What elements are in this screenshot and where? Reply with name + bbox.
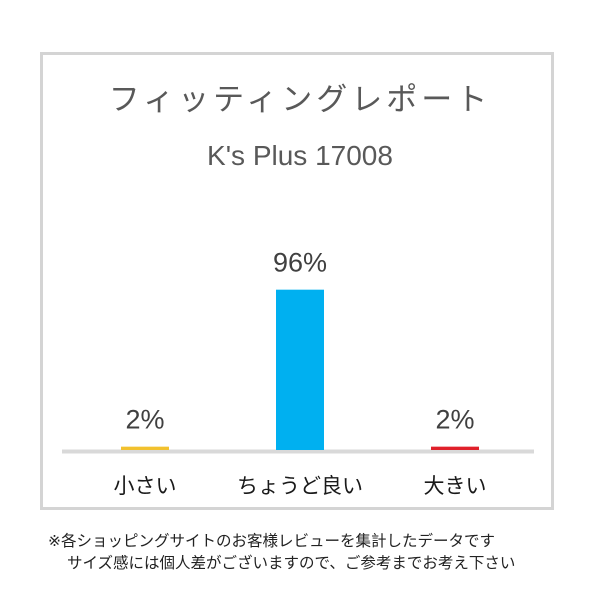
category-label-3: 大きい <box>424 474 487 498</box>
data-label-1: 2% <box>125 405 164 435</box>
bar-3 <box>431 446 479 450</box>
bar-1 <box>121 446 169 450</box>
bar-2 <box>276 289 324 450</box>
chart-subtitle: K's Plus 17008 <box>207 140 393 171</box>
data-label-2: 96% <box>273 248 327 278</box>
category-label-1: 小さい <box>114 474 177 498</box>
data-label-3: 2% <box>435 405 474 435</box>
footnote-line-2: サイズ感には個人差がございますので、ご参考までお考え下さい <box>67 554 516 572</box>
chart-title: フィッティングレポート <box>108 82 492 118</box>
category-label-2: ちょうど良い <box>237 474 363 498</box>
footnote: ※各ショッピングサイトのお客様レビューを集計したデータです サイズ感には個人差が… <box>48 530 588 574</box>
footnote-line-1: ※各ショッピングサイトのお客様レビューを集計したデータです <box>48 532 495 550</box>
